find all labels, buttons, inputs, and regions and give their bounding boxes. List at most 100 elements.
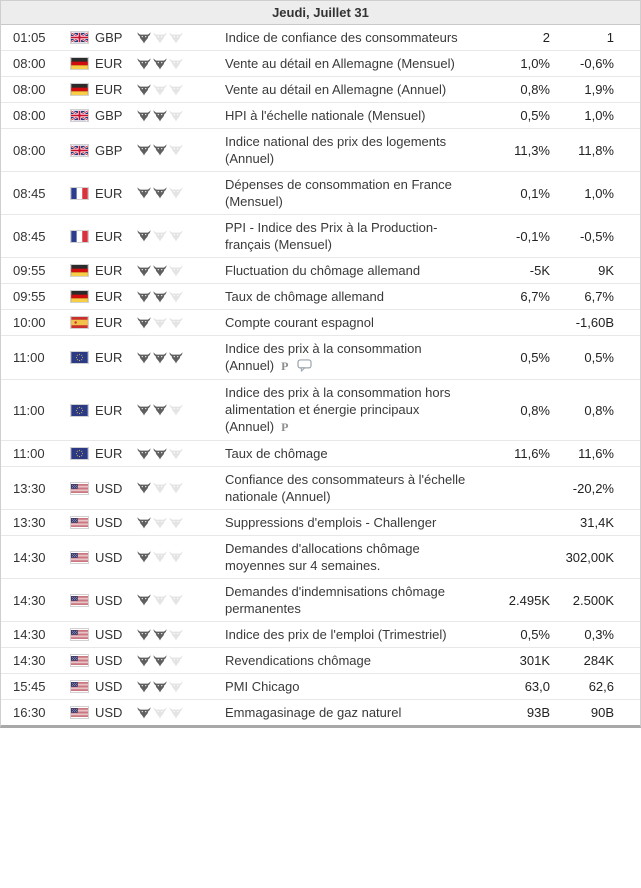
bull-icon <box>137 290 151 302</box>
event-row[interactable]: 14:30 USD Demandes d'indemnisations chôm… <box>1 578 640 621</box>
bull-icon <box>169 594 183 606</box>
event-name[interactable]: Emmagasinage de gaz naturel <box>225 705 402 720</box>
currency-label: EUR <box>95 446 123 461</box>
bull-icon <box>137 187 151 199</box>
event-row[interactable]: 08:00 GBP HPI à l'échelle nationale (Men… <box>1 102 640 128</box>
event-time: 13:30 <box>13 480 46 496</box>
importance-indicator <box>137 109 225 122</box>
previous-value: 1 <box>606 30 614 45</box>
currency-label: EUR <box>95 56 123 71</box>
currency-cell: GBP <box>71 29 137 46</box>
event-row[interactable]: 13:30 USD Confiance des consommateurs à … <box>1 466 640 509</box>
economic-calendar: Jeudi, Juillet 31 01:05 GBP Indice de co… <box>0 0 641 728</box>
bull-icon <box>169 109 183 121</box>
event-row[interactable]: 15:45 USD PMI Chicago 63,0 62,6 <box>1 673 640 699</box>
flag-france-icon <box>71 230 88 242</box>
importance-indicator <box>137 404 225 416</box>
event-name[interactable]: Suppressions d'emplois - Challenger <box>225 515 437 530</box>
flag-european-union-icon <box>71 404 88 416</box>
event-row[interactable]: 11:00 EUR Indice des prix à la consommat… <box>1 335 640 379</box>
event-time: 14:30 <box>13 549 46 565</box>
event-row[interactable]: 14:30 USD Revendications chômage 301K 28… <box>1 647 640 673</box>
event-name[interactable]: Demandes d'allocations chômage moyennes … <box>225 541 420 573</box>
event-name[interactable]: Taux de chômage <box>225 446 328 461</box>
currency-cell: USD <box>71 678 137 695</box>
event-name[interactable]: Demandes d'indemnisations chômage perman… <box>225 584 445 616</box>
previous-value: -0,5% <box>580 228 614 244</box>
bull-icon <box>153 264 167 276</box>
event-row[interactable]: 08:00 EUR Vente au détail en Allemagne (… <box>1 76 640 102</box>
event-name[interactable]: Vente au détail en Allemagne (Annuel) <box>225 82 447 97</box>
importance-indicator <box>137 482 225 494</box>
event-row[interactable]: 11:00 EUR Indice des prix à la consommat… <box>1 379 640 440</box>
event-name[interactable]: Indice des prix de l'emploi (Trimestriel… <box>225 627 447 642</box>
event-row[interactable]: 14:30 USD Indice des prix de l'emploi (T… <box>1 621 640 647</box>
bull-icon <box>153 404 167 416</box>
event-name[interactable]: Indice de confiance des consommateurs <box>225 30 458 45</box>
importance-indicator <box>137 680 225 693</box>
currency-label: USD <box>95 549 123 565</box>
bull-icon <box>169 654 183 666</box>
forecast-value: 93B <box>526 705 550 720</box>
event-row[interactable]: 09:55 EUR Taux de chômage allemand 6,7% … <box>1 283 640 309</box>
flag-united-states-icon <box>71 517 88 528</box>
bull-icon <box>153 230 167 242</box>
previous-value: 11,6% <box>578 446 614 461</box>
bull-icon <box>153 83 167 95</box>
bull-icon <box>169 31 183 43</box>
event-time: 01:05 <box>13 30 46 45</box>
event-row[interactable]: 11:00 EUR Taux de chômage 11,6% 11,6% <box>1 440 640 466</box>
currency-cell: EUR <box>71 445 137 462</box>
bull-icon <box>137 680 151 692</box>
event-row[interactable]: 08:00 GBP Indice national des prix des l… <box>1 128 640 171</box>
event-row[interactable]: 10:00 EUR Compte courant espagnol -1,60B <box>1 309 640 335</box>
bull-icon <box>153 482 167 494</box>
importance-indicator <box>137 654 225 667</box>
event-name[interactable]: Indice des prix à la consommation (Annue… <box>225 341 422 373</box>
flag-germany-icon <box>71 84 88 95</box>
bull-icon <box>169 680 183 692</box>
forecast-value: 6,7% <box>520 289 550 304</box>
previous-value: 9K <box>598 263 614 278</box>
event-name[interactable]: Dépenses de consommation en France (Mens… <box>225 177 452 209</box>
previous-value: 0,3% <box>584 627 614 642</box>
comment-bubble-icon[interactable] <box>297 359 313 372</box>
previous-value: -20,2% <box>572 480 614 496</box>
event-name[interactable]: PMI Chicago <box>225 679 300 694</box>
currency-label: EUR <box>95 228 123 244</box>
event-row[interactable]: 16:30 USD Emmagasinage de gaz naturel 93… <box>1 699 640 725</box>
event-name[interactable]: Confiance des consommateurs à l'échelle … <box>225 472 466 504</box>
bull-icon <box>169 290 183 302</box>
flag-united-states-icon <box>71 681 88 692</box>
forecast-value: -5K <box>529 263 550 278</box>
event-row[interactable]: 14:30 USD Demandes d'allocations chômage… <box>1 535 640 578</box>
event-row[interactable]: 08:45 EUR Dépenses de consommation en Fr… <box>1 171 640 214</box>
currency-label: USD <box>95 592 123 608</box>
event-name[interactable]: Vente au détail en Allemagne (Mensuel) <box>225 56 455 71</box>
importance-indicator <box>137 706 225 719</box>
currency-cell: USD <box>71 480 137 497</box>
event-row[interactable]: 01:05 GBP Indice de confiance des consom… <box>1 25 640 50</box>
currency-cell: USD <box>71 652 137 669</box>
bull-icon <box>137 230 151 242</box>
importance-indicator <box>137 551 225 563</box>
event-row[interactable]: 08:45 EUR PPI - Indice des Prix à la Pro… <box>1 214 640 257</box>
event-name[interactable]: Taux de chômage allemand <box>225 289 384 304</box>
event-name[interactable]: Indice des prix à la consommation hors a… <box>225 385 451 434</box>
forecast-value: 11,3% <box>514 142 550 158</box>
previous-value: 11,8% <box>578 142 614 158</box>
event-name[interactable]: HPI à l'échelle nationale (Mensuel) <box>225 108 426 123</box>
event-name[interactable]: Indice national des prix des logements (… <box>225 134 447 166</box>
event-time: 14:30 <box>13 653 46 668</box>
flag-spain-icon <box>71 317 88 328</box>
event-row[interactable]: 08:00 EUR Vente au détail en Allemagne (… <box>1 50 640 76</box>
event-name[interactable]: Fluctuation du chômage allemand <box>225 263 421 278</box>
event-row[interactable]: 09:55 EUR Fluctuation du chômage alleman… <box>1 257 640 283</box>
event-name[interactable]: Revendications chômage <box>225 653 371 668</box>
event-name[interactable]: Compte courant espagnol <box>225 315 374 330</box>
currency-cell: USD <box>71 514 137 531</box>
bull-icon <box>169 187 183 199</box>
event-row[interactable]: 13:30 USD Suppressions d'emplois - Chall… <box>1 509 640 535</box>
event-name[interactable]: PPI - Indice des Prix à la Production- f… <box>225 220 438 252</box>
currency-cell: EUR <box>71 185 137 202</box>
